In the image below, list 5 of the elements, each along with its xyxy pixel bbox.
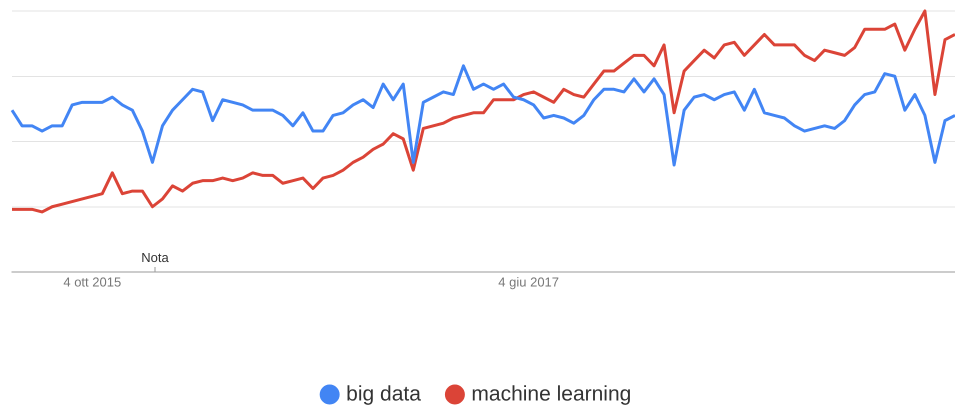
x-tick-label: 4 ott 2015: [63, 274, 122, 290]
legend-label: machine learning: [471, 382, 632, 406]
legend-label: big data: [346, 382, 422, 406]
x-tick-label: 4 giu 2017: [498, 274, 560, 290]
annotation: Nota: [141, 250, 170, 266]
